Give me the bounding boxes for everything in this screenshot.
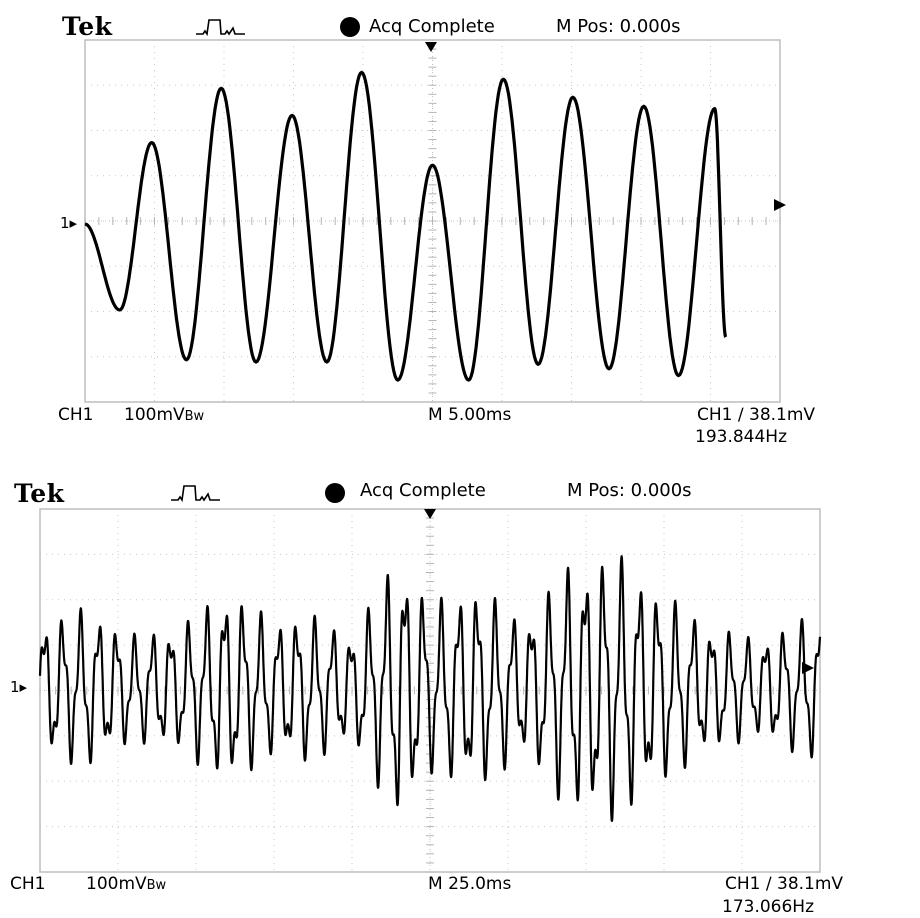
acquisition-dot-icon (340, 17, 360, 37)
pulse-trigger-icon (196, 19, 245, 37)
bandwidth-limit-indicator: Bw (146, 878, 167, 893)
brand-logo: Tek (14, 479, 65, 508)
trigger-position-arrow-icon (424, 509, 436, 519)
trigger-level: CH1 ∕ 38.1mV (697, 405, 816, 425)
main-position: M Pos: 0.000s (567, 480, 692, 501)
trigger-level: CH1 ∕ 38.1mV (725, 874, 844, 894)
acq-status: Acq Complete (360, 480, 486, 501)
scope-screen-top (84, 39, 786, 403)
acq-status: Acq Complete (369, 16, 495, 37)
pulse-trigger-icon (171, 485, 220, 503)
channel1-ground-marker: 1▸ (60, 214, 78, 232)
frequency-readout: 173.066Hz (722, 897, 815, 917)
volts-per-div: 100mVBw (124, 405, 205, 425)
waveform-trace (84, 70, 728, 382)
timebase: M 25.0ms (428, 874, 512, 894)
trigger-position-arrow-icon (425, 42, 437, 52)
scope-panel-top: Tek Acq Complete M Pos: 0.000s 1▸ CH1 10… (58, 12, 816, 447)
channel-label: CH1 (10, 874, 46, 894)
brand-logo: Tek (62, 12, 113, 41)
ch1-waveform (84, 70, 728, 382)
volts-per-div: 100mVBw (86, 874, 167, 894)
acquisition-dot-icon (325, 483, 345, 503)
bandwidth-limit-indicator: Bw (184, 409, 205, 424)
trigger-level-arrow-icon (774, 199, 786, 211)
channel1-ground-marker: 1▸ (10, 678, 28, 696)
graticule (84, 39, 781, 403)
scope-screen-bottom (38, 508, 822, 873)
channel-label: CH1 (58, 405, 94, 425)
frequency-readout: 193.844Hz (695, 427, 788, 447)
timebase: M 5.00ms (428, 405, 512, 425)
scope-panel-bottom: Tek Acq Complete M Pos: 0.000s 1▸ CH1 10… (0, 459, 920, 918)
main-position: M Pos: 0.000s (556, 16, 681, 37)
ch1-waveform (38, 555, 822, 822)
waveform-trace (38, 555, 822, 822)
